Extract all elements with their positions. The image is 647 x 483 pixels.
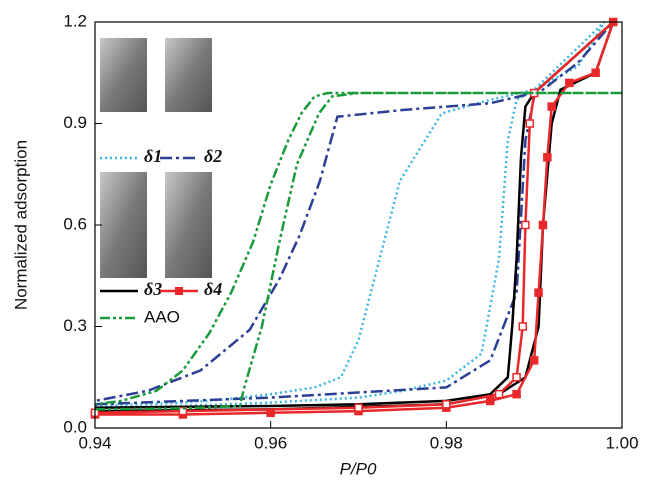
series-marker xyxy=(547,102,556,111)
series-marker xyxy=(521,220,530,230)
series-marker xyxy=(178,406,188,416)
legend-label: δ2 xyxy=(204,146,222,166)
series-marker xyxy=(591,68,600,77)
inset-images xyxy=(100,38,212,278)
x-tick-label: 1.00 xyxy=(605,433,638,452)
sem-image xyxy=(100,172,147,278)
series-line xyxy=(94,91,622,411)
x-tick-label: 0.94 xyxy=(78,433,111,452)
series-marker xyxy=(354,403,363,412)
sem-image xyxy=(165,38,212,112)
x-tick-label: 0.98 xyxy=(430,433,463,452)
series-marker xyxy=(525,119,535,128)
series-marker xyxy=(534,288,543,297)
legend-label: δ3 xyxy=(144,279,162,299)
y-tick-label: 0.9 xyxy=(63,113,87,132)
series-marker xyxy=(442,400,451,409)
y-axis-label: Normalized adsorption xyxy=(11,140,30,310)
series-marker xyxy=(494,389,504,399)
x-tick-label: 0.96 xyxy=(254,433,287,452)
legend-marker xyxy=(175,287,183,295)
legend-label: AAO xyxy=(144,307,180,326)
series-line xyxy=(94,21,615,406)
y-tick-label: 0.6 xyxy=(63,214,87,233)
y-tick-label: 0.0 xyxy=(63,417,87,436)
y-tick-label: 1.2 xyxy=(63,11,87,30)
legend-label: δ4 xyxy=(204,279,222,299)
series-marker xyxy=(538,220,548,230)
legend-label: δ1 xyxy=(144,146,162,166)
series-marker xyxy=(529,356,539,365)
sem-image xyxy=(100,38,147,112)
plot-frame xyxy=(94,21,623,429)
series-marker xyxy=(266,408,275,418)
series-marker xyxy=(512,389,521,399)
series-marker xyxy=(518,322,527,331)
x-axis-label: P/P0 xyxy=(340,459,377,478)
y-tick-label: 0.3 xyxy=(63,316,87,335)
sem-image xyxy=(165,172,212,278)
series-marker xyxy=(486,396,495,406)
series-marker xyxy=(512,373,521,382)
series-marker xyxy=(543,153,552,162)
series-marker xyxy=(565,78,574,88)
